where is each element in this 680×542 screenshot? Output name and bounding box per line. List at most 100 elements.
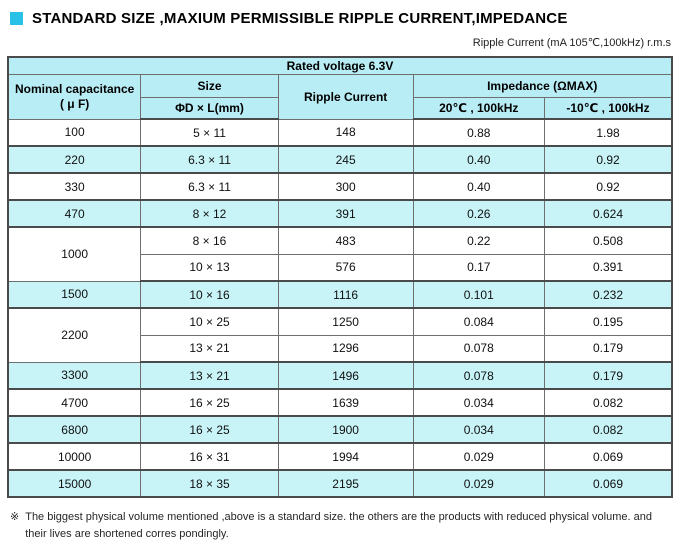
col-header-ripple-current: Ripple Current [277, 73, 414, 120]
cell-size: 16 × 25 [140, 388, 279, 417]
cell-size: 8 × 16 [140, 226, 279, 255]
cell-size: 8 × 12 [140, 199, 279, 228]
table-row: 3300 13 × 21 1496 0.078 0.179 [7, 361, 673, 390]
table-row: 13 × 21 1296 0.078 0.179 [8, 334, 673, 363]
cell-size: 18 × 35 [140, 469, 279, 498]
col-header-capacitance-line2: ( μ F) [59, 96, 90, 111]
cell-impedance-20c: 0.084 [412, 307, 545, 336]
title-row: STANDARD SIZE ,MAXIUM PERMISSIBLE RIPPLE… [7, 10, 673, 27]
cell-capacitance: 2200 [7, 307, 142, 363]
cell-capacitance: 1500 [7, 280, 142, 309]
cell-impedance-minus10c: 0.195 [543, 307, 673, 336]
cell-capacitance: 470 [7, 199, 142, 228]
cell-size: 16 × 25 [140, 415, 279, 444]
cell-impedance-minus10c: 0.082 [543, 388, 673, 417]
cell-impedance-20c: 0.101 [412, 280, 545, 309]
cell-size: 6.3 × 11 [140, 172, 279, 201]
cell-capacitance: 3300 [7, 361, 142, 390]
cell-ripple-current: 148 [277, 118, 414, 147]
col-header-impedance-minus10c: -10℃ , 100kHz [543, 96, 673, 120]
col-header-impedance-20c: 20℃ , 100kHz [412, 96, 545, 120]
cell-impedance-20c: 0.029 [412, 442, 545, 471]
table-header: Rated voltage 6.3V Nominal capacitance (… [7, 56, 673, 120]
footnote-mark: ※ [10, 511, 20, 523]
cell-impedance-minus10c: 0.92 [543, 145, 673, 174]
cell-impedance-20c: 0.17 [412, 253, 545, 282]
cell-impedance-20c: 0.88 [412, 118, 545, 147]
cell-capacitance: 6800 [7, 415, 142, 444]
cell-impedance-20c: 0.078 [412, 361, 545, 390]
cell-size: 16 × 31 [140, 442, 279, 471]
cell-size: 10 × 25 [140, 307, 279, 336]
table-row: 1500 10 × 16 1116 0.101 0.232 [7, 280, 673, 309]
page-title: STANDARD SIZE ,MAXIUM PERMISSIBLE RIPPLE… [32, 10, 568, 27]
cell-impedance-20c: 0.029 [412, 469, 545, 498]
cell-impedance-minus10c: 0.179 [543, 361, 673, 390]
col-header-impedance: Impedance (ΩMAX) [412, 73, 673, 98]
table-row: 6800 16 × 25 1900 0.034 0.082 [7, 415, 673, 444]
cell-ripple-current: 1496 [277, 361, 414, 390]
table-row: 220 6.3 × 11 245 0.40 0.92 [7, 145, 673, 174]
subtitle: Ripple Current (mA 105℃,100kHz) r.m.s [472, 37, 671, 49]
col-header-size: Size [140, 73, 279, 98]
footnote: ※ The biggest physical volume mentioned … [7, 509, 673, 542]
cell-ripple-current: 300 [277, 172, 414, 201]
table-row: 10 × 13 576 0.17 0.391 [8, 253, 673, 282]
cell-impedance-minus10c: 0.624 [543, 199, 673, 228]
cell-size: 10 × 13 [140, 253, 279, 282]
cell-size: 5 × 11 [140, 118, 279, 147]
cell-impedance-20c: 0.40 [412, 145, 545, 174]
cell-capacitance: 10000 [7, 442, 142, 471]
cell-impedance-20c: 0.034 [412, 415, 545, 444]
table-body: 100 5 × 11 148 0.88 1.98 220 6.3 × 11 24… [7, 118, 673, 498]
cell-impedance-minus10c: 0.391 [543, 253, 673, 282]
cell-capacitance: 15000 [7, 469, 142, 498]
cell-ripple-current: 2195 [277, 469, 414, 498]
cell-capacitance: 1000 [7, 226, 142, 282]
cell-impedance-20c: 0.26 [412, 199, 545, 228]
cell-impedance-20c: 0.22 [412, 226, 545, 255]
cell-impedance-20c: 0.078 [412, 334, 545, 363]
spec-table: Rated voltage 6.3V Nominal capacitance (… [7, 56, 673, 498]
col-header-size-dim: ΦD × L(mm) [140, 96, 279, 120]
cell-ripple-current: 1639 [277, 388, 414, 417]
cell-capacitance: 4700 [7, 388, 142, 417]
rated-voltage-header: Rated voltage 6.3V [7, 56, 673, 75]
cell-impedance-minus10c: 0.179 [543, 334, 673, 363]
cell-size: 13 × 21 [140, 361, 279, 390]
cell-impedance-minus10c: 0.508 [543, 226, 673, 255]
cell-capacitance: 100 [7, 118, 142, 147]
cell-impedance-minus10c: 1.98 [543, 118, 673, 147]
cell-ripple-current: 483 [277, 226, 414, 255]
cell-ripple-current: 1296 [277, 334, 414, 363]
cell-impedance-minus10c: 0.232 [543, 280, 673, 309]
cell-ripple-current: 245 [277, 145, 414, 174]
cell-ripple-current: 1250 [277, 307, 414, 336]
col-header-capacitance-line1: Nominal capacitance [14, 81, 135, 96]
footnote-text: The biggest physical volume mentioned ,a… [25, 511, 652, 540]
table-row: 100 5 × 11 148 0.88 1.98 [7, 118, 673, 147]
cell-impedance-minus10c: 0.082 [543, 415, 673, 444]
table-row: 10000 16 × 31 1994 0.029 0.069 [7, 442, 673, 471]
rated-voltage-row: Rated voltage 6.3V [7, 56, 673, 75]
cell-impedance-20c: 0.40 [412, 172, 545, 201]
cell-size: 10 × 16 [140, 280, 279, 309]
cell-ripple-current: 391 [277, 199, 414, 228]
cell-impedance-minus10c: 0.069 [543, 442, 673, 471]
cell-size: 6.3 × 11 [140, 145, 279, 174]
cell-ripple-current: 1900 [277, 415, 414, 444]
cell-ripple-current: 576 [277, 253, 414, 282]
col-header-capacitance: Nominal capacitance ( μ F) [7, 73, 142, 120]
title-bullet-icon [10, 12, 23, 25]
header-row-2: ΦD × L(mm) 20℃ , 100kHz -10℃ , 100kHz [8, 96, 673, 120]
table-row: 470 8 × 12 391 0.26 0.624 [7, 199, 673, 228]
cell-impedance-20c: 0.034 [412, 388, 545, 417]
cell-capacitance: 220 [7, 145, 142, 174]
cell-impedance-minus10c: 0.069 [543, 469, 673, 498]
table-row: 4700 16 × 25 1639 0.034 0.082 [7, 388, 673, 417]
table-row: 2200 10 × 25 1250 0.084 0.195 [7, 307, 673, 363]
table-row: 1000 8 × 16 483 0.22 0.508 [7, 226, 673, 282]
cell-impedance-minus10c: 0.92 [543, 172, 673, 201]
cell-capacitance: 330 [7, 172, 142, 201]
